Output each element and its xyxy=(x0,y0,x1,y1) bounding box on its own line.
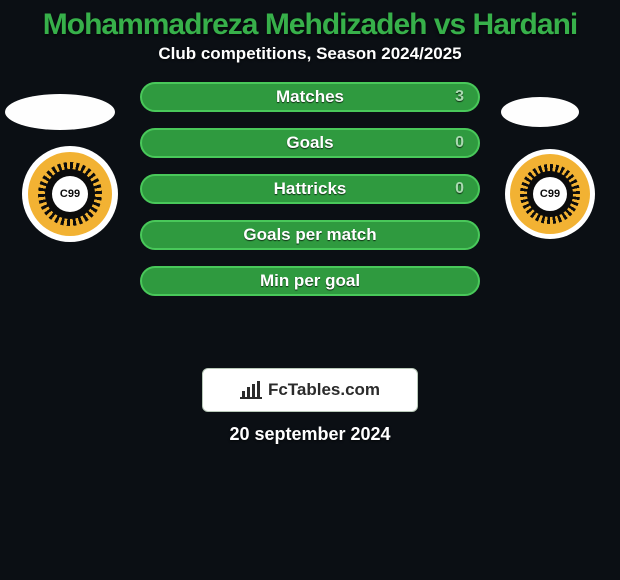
player-right-photo xyxy=(501,97,579,127)
page-title: Mohammadreza Mehdizadeh vs Hardani xyxy=(0,0,620,44)
player-left-club-badge: C99 xyxy=(22,146,118,242)
bar-chart-icon xyxy=(240,381,262,399)
stat-row: Hattricks0 xyxy=(140,174,480,204)
stat-value-right: 3 xyxy=(455,84,464,110)
stat-label: Goals per match xyxy=(142,222,478,248)
player-left-photo xyxy=(5,94,115,130)
stat-value-right: 0 xyxy=(455,176,464,202)
footer-date: 20 september 2024 xyxy=(0,424,620,445)
stat-label: Matches xyxy=(142,84,478,110)
player-right-club-badge: C99 xyxy=(505,149,595,239)
stat-row: Goals0 xyxy=(140,128,480,158)
stat-rows: Matches3Goals0Hattricks0Goals per matchM… xyxy=(140,82,480,312)
stat-value-right: 0 xyxy=(455,130,464,156)
brand-box: FcTables.com xyxy=(202,368,418,412)
comparison-arena: C99 C99 Matches3Goals0Hattricks0Goals pe… xyxy=(0,82,620,362)
brand-text: FcTables.com xyxy=(268,380,380,400)
stat-row: Matches3 xyxy=(140,82,480,112)
club-badge-core-text: C99 xyxy=(52,176,88,212)
stat-label: Hattricks xyxy=(142,176,478,202)
club-badge-core-text: C99 xyxy=(533,177,567,211)
stat-label: Goals xyxy=(142,130,478,156)
stat-label: Min per goal xyxy=(142,268,478,294)
stat-row: Goals per match xyxy=(140,220,480,250)
page-subtitle: Club competitions, Season 2024/2025 xyxy=(0,44,620,64)
stat-row: Min per goal xyxy=(140,266,480,296)
